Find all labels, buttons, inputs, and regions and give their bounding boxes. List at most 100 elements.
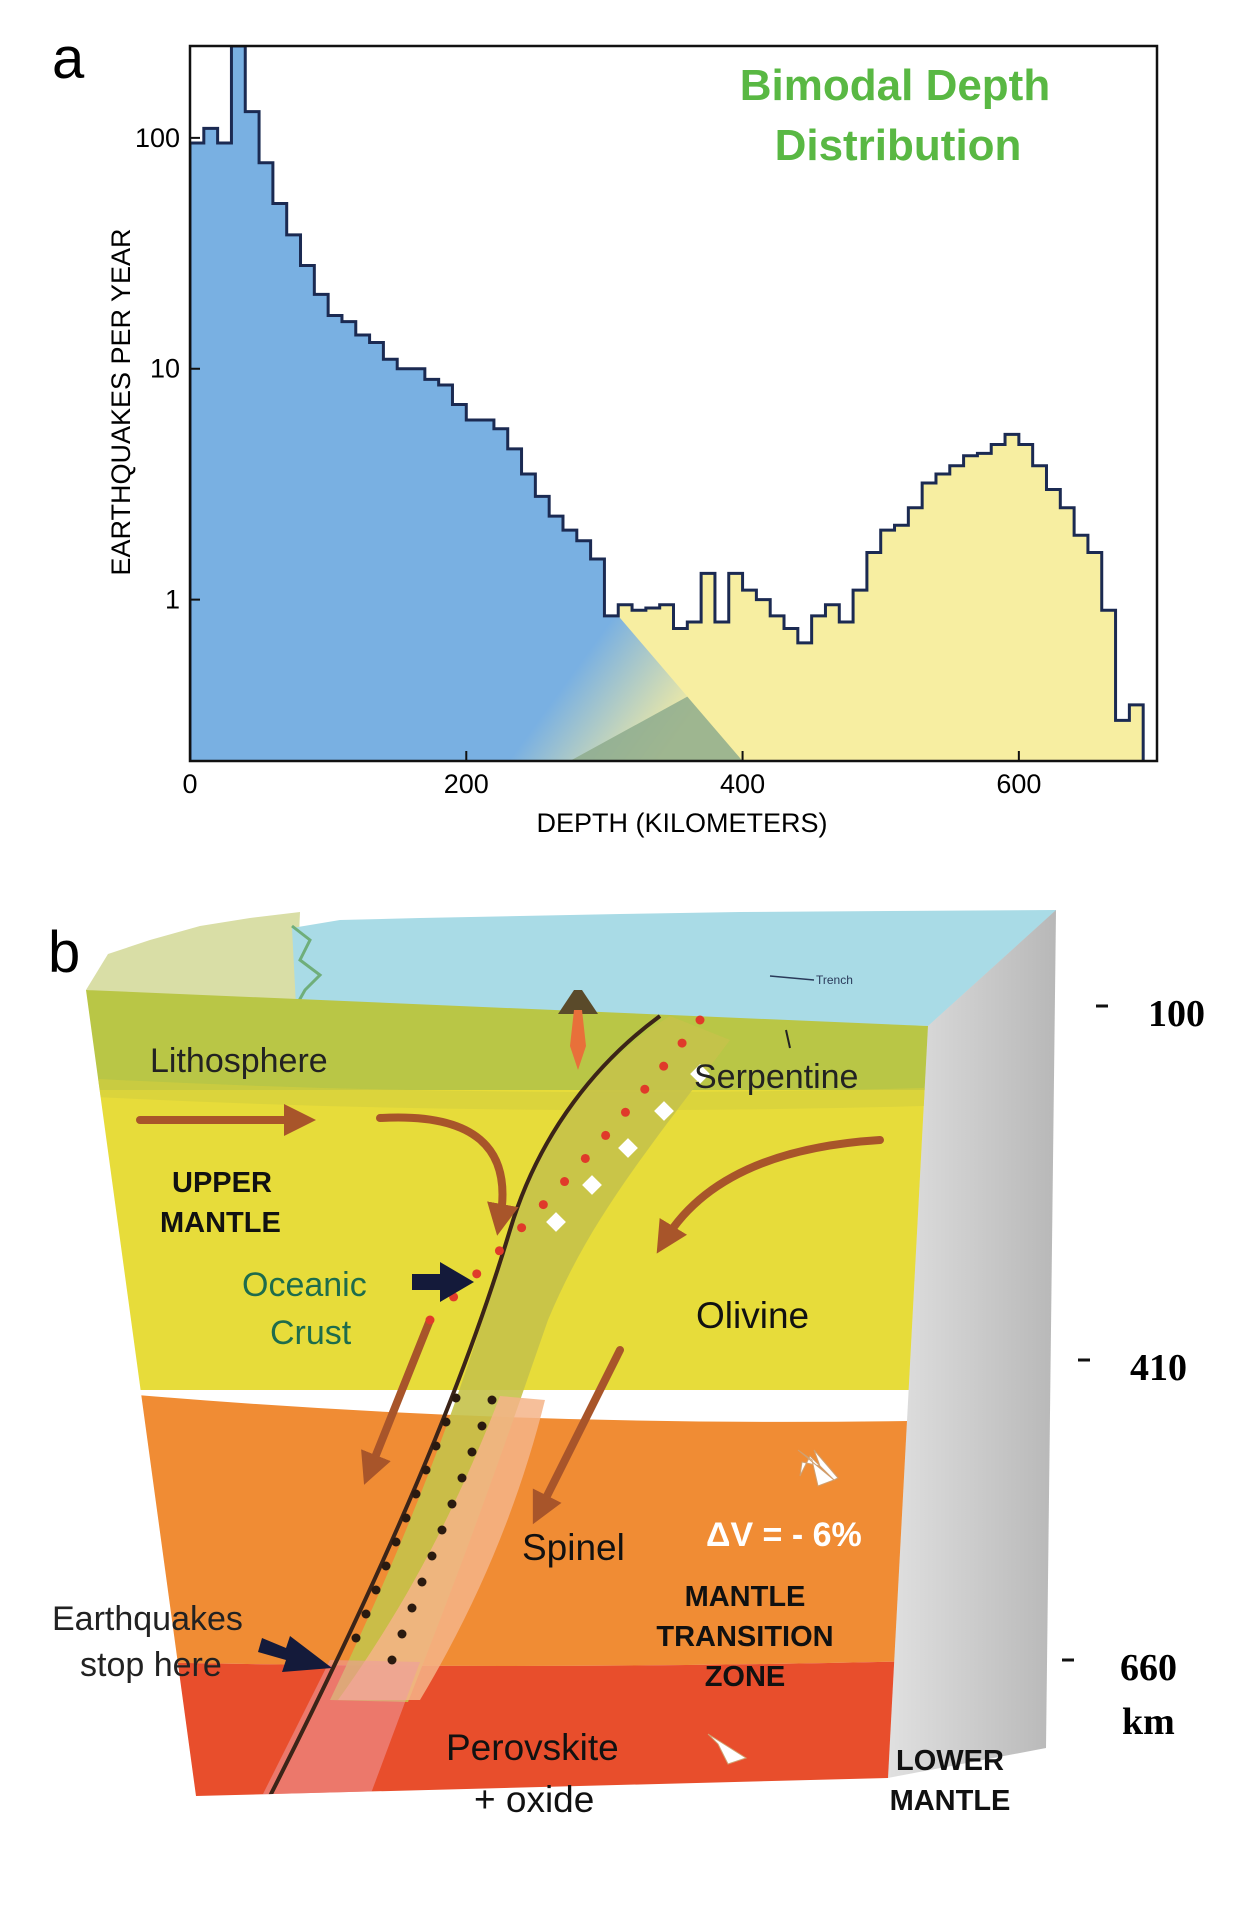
label-earthquakes-1: Earthquakes <box>52 1600 243 1638</box>
earthquake-dot <box>391 1537 401 1547</box>
earthquake-dot <box>494 1246 504 1256</box>
label-dv6: ΔV = - 6% <box>706 1516 862 1554</box>
earthquake-dot <box>601 1130 611 1140</box>
trench-leader <box>769 975 815 981</box>
earthquake-dot <box>467 1447 477 1457</box>
coastline <box>291 924 323 1007</box>
earthquake-dot <box>441 1417 451 1427</box>
subducting-slab <box>330 1016 730 1702</box>
earthquake-dot <box>640 1084 650 1094</box>
y-tick-label: 100 <box>135 123 180 153</box>
subduction-block <box>86 910 1056 1796</box>
label-oceanic-crust-2: Crust <box>270 1314 352 1352</box>
earthquake-dot <box>411 1489 421 1499</box>
earthquake-dot <box>421 1465 431 1475</box>
earthquake-dot <box>431 1441 441 1451</box>
earthquake-dot <box>695 1015 705 1025</box>
label-transition-2: TRANSITION <box>656 1621 833 1653</box>
earthquake-dot <box>371 1585 381 1595</box>
label-spinel: Spinel <box>522 1527 625 1568</box>
earthquake-dots <box>351 1015 710 1665</box>
label-lithosphere: Lithosphere <box>150 1042 328 1080</box>
label-dv8: ΔV = - 8% <box>656 1796 812 1834</box>
earthquake-dot <box>517 1223 527 1233</box>
metastable-wedge <box>338 1396 545 1700</box>
earthquake-dot <box>477 1421 487 1431</box>
histogram-plot: 0 200 400 600 1 10 100 <box>135 44 1159 799</box>
serpentine-diamond <box>546 1212 566 1232</box>
earthquake-dot <box>487 1395 497 1405</box>
label-transition-1: MANTLE <box>685 1581 806 1613</box>
label-oceanic-crust-1: Oceanic <box>242 1266 367 1304</box>
y-axis-label: EARTHQUAKES PER YEAR <box>106 228 136 575</box>
label-lower-mantle-2: MANTLE <box>890 1785 1011 1817</box>
earthquake-dot <box>427 1551 437 1561</box>
earthquake-dot <box>457 1473 467 1483</box>
histogram-outline <box>190 46 1145 761</box>
magma-plume <box>570 1010 586 1070</box>
label-upper-mantle-2: MANTLE <box>160 1207 281 1239</box>
depth-scale: 100 410 660 km <box>1062 993 1205 1743</box>
label-perovskite-1: Perovskite <box>446 1727 619 1768</box>
white-arrows <box>707 1449 839 1765</box>
earthquake-dot <box>538 1200 548 1210</box>
earthquake-dot <box>407 1603 417 1613</box>
y-tick-label: 1 <box>165 585 180 615</box>
depth-410: 410 <box>1130 1347 1187 1389</box>
earthquake-dot <box>659 1061 669 1071</box>
serpentine-leader <box>785 1029 791 1049</box>
label-trench: Trench <box>816 973 853 987</box>
label-serpentine: Serpentine <box>694 1058 858 1096</box>
pointer-arrows <box>258 1262 474 1672</box>
chart-title-line-1: Bimodal Depth <box>740 61 1050 110</box>
x-tick-label: 0 <box>182 769 197 799</box>
earthquake-dot <box>397 1629 407 1639</box>
label-perovskite-2: + oxide <box>474 1779 594 1820</box>
earthquake-dot <box>437 1525 447 1535</box>
label-upper-mantle-1: UPPER <box>172 1167 272 1199</box>
earthquake-dot <box>472 1269 482 1279</box>
ocean-surface <box>292 910 1056 1026</box>
earthquake-dot <box>401 1513 411 1523</box>
earthquake-dot <box>620 1107 630 1117</box>
label-olivine: Olivine <box>696 1295 809 1336</box>
mantle-flow-arrows <box>136 1104 884 1525</box>
plot-frame <box>188 44 1159 763</box>
panel-b-label: b <box>48 920 80 985</box>
earthquake-dot <box>560 1177 570 1187</box>
y-tick-label: 10 <box>150 354 180 384</box>
earthquake-dot <box>417 1577 427 1587</box>
earthquake-dot <box>361 1609 371 1619</box>
serpentine-diamond <box>654 1101 674 1121</box>
slab-top-line <box>268 1014 662 1796</box>
x-tick-label: 600 <box>996 769 1041 799</box>
earthquake-dot <box>447 1499 457 1509</box>
volcano <box>558 990 598 1014</box>
earthquake-dot <box>425 1315 435 1325</box>
overlap-fill <box>569 696 743 761</box>
earthquake-dot <box>451 1393 461 1403</box>
earthquake-dot <box>387 1655 397 1665</box>
x-tick-label: 400 <box>720 769 765 799</box>
chart-title-line-2: Distribution <box>775 121 1022 170</box>
x-tick-label: 200 <box>444 769 489 799</box>
serpentine-diamond <box>690 1064 710 1084</box>
panel-a-label: a <box>52 26 85 91</box>
lower-slab-region <box>262 1660 420 1796</box>
transition-zone-layer <box>86 1388 928 1666</box>
serpentine-diamond <box>618 1138 638 1158</box>
depth-660: 660 <box>1120 1647 1177 1689</box>
x-axis-label: DEPTH (KILOMETERS) <box>536 808 827 838</box>
depth-unit: km <box>1122 1701 1175 1743</box>
land-surface <box>86 912 300 1006</box>
earthquake-dot <box>580 1153 590 1163</box>
label-earthquakes-2: stop here <box>80 1646 222 1684</box>
serpentine-diamond <box>582 1175 602 1195</box>
earthquake-dot <box>381 1561 391 1571</box>
label-transition-3: ZONE <box>705 1661 786 1693</box>
label-lower-mantle-1: LOWER <box>896 1745 1004 1777</box>
earthquake-dot <box>351 1633 361 1643</box>
earthquake-dot <box>677 1038 687 1048</box>
depth-100: 100 <box>1148 993 1205 1035</box>
